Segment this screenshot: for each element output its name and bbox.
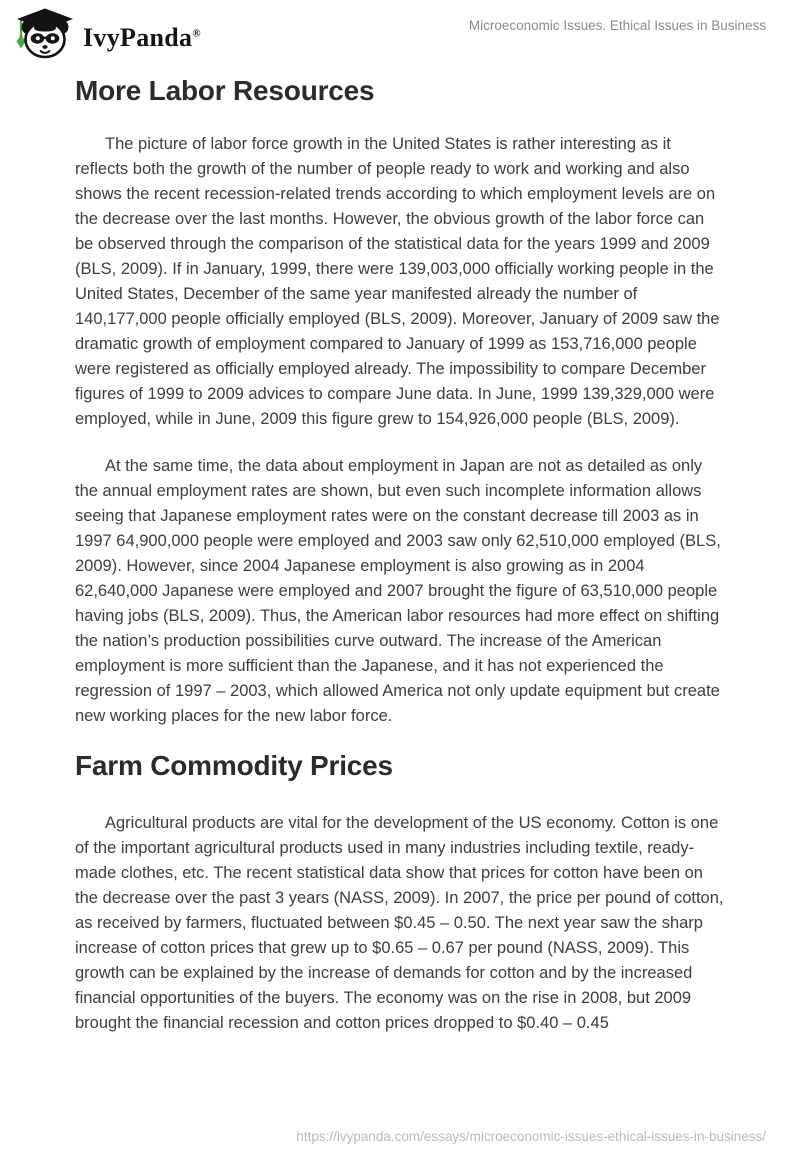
registered-trademark-symbol: ® <box>192 26 201 39</box>
panda-graduation-cap-icon <box>14 8 76 61</box>
paragraph-labor-us: The picture of labor force growth in the… <box>75 135 720 428</box>
essay-content: More Labor Resources The picture of labo… <box>75 58 725 1058</box>
page-header: IvyPanda® Microeconomic Issues. Ethical … <box>14 8 766 61</box>
logo-wordmark: IvyPanda® <box>83 22 201 52</box>
section-heading-farm-commodity-prices: Farm Commodity Prices <box>75 750 393 781</box>
source-url-link[interactable]: https://ivypanda.com/essays/microeconomi… <box>296 1129 766 1144</box>
ivypanda-logo: IvyPanda® <box>14 8 201 61</box>
paragraph-cotton-prices: Agricultural products are vital for the … <box>75 814 724 1032</box>
running-head-title: Microeconomic Issues. Ethical Issues in … <box>468 18 766 33</box>
section-heading-more-labor-resources: More Labor Resources <box>75 75 375 106</box>
page-footer: https://ivypanda.com/essays/microeconomi… <box>296 1128 766 1146</box>
paragraph-labor-japan: At the same time, the data about employm… <box>75 457 721 725</box>
